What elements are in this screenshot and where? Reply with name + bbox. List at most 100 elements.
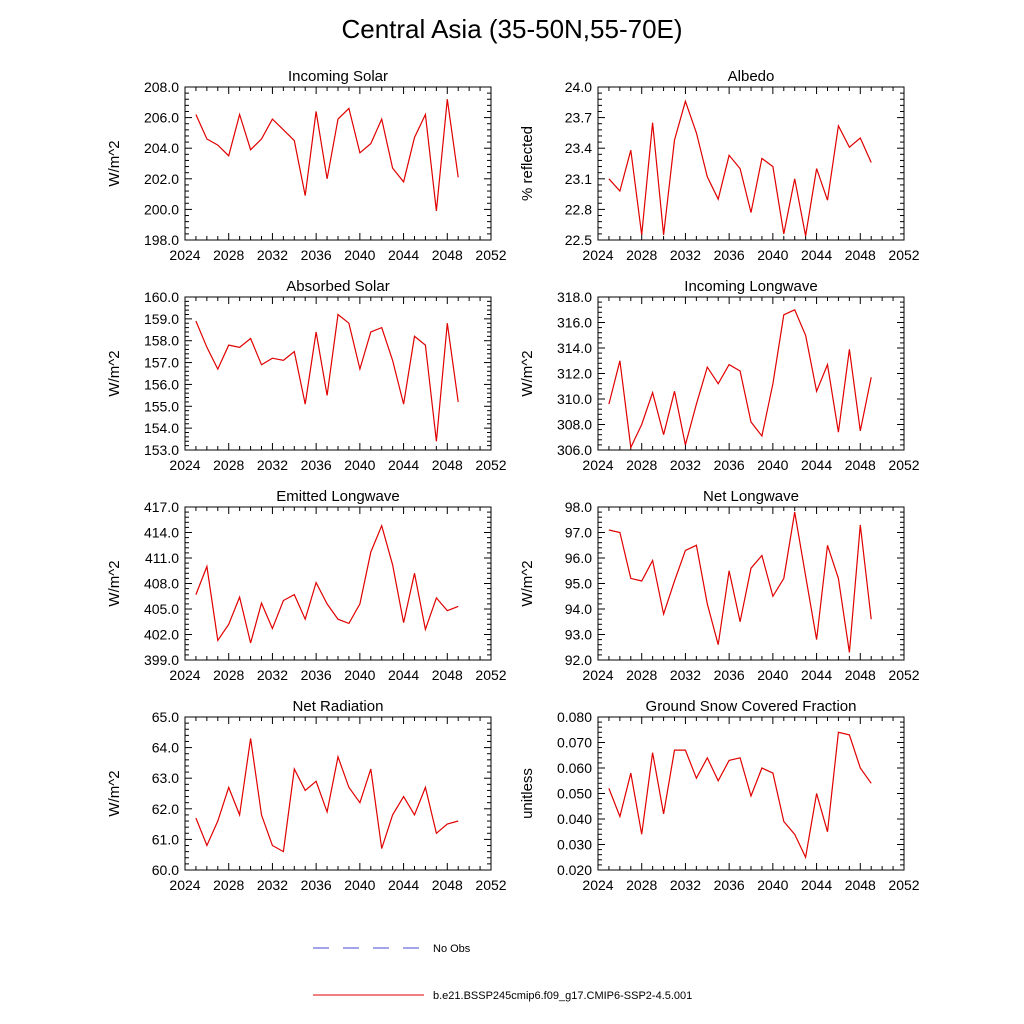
x-tick-label: 2044 — [388, 247, 419, 263]
x-tick-label: 2032 — [670, 247, 701, 263]
series-line — [608, 308, 872, 450]
x-tick-label: 2028 — [626, 457, 657, 473]
y-axis-label: W/m^2 — [106, 560, 123, 606]
y-tick-label: 155.0 — [144, 398, 179, 414]
y-tick-label: 60.0 — [152, 862, 179, 878]
y-tick-label: 202.0 — [144, 171, 179, 187]
y-axis-label: W/m^2 — [106, 350, 123, 396]
y-tick-label: 0.060 — [557, 760, 592, 776]
x-tick-label: 2048 — [845, 667, 876, 683]
x-tick-label: 2036 — [714, 247, 745, 263]
x-tick-label: 2048 — [432, 667, 463, 683]
y-axis-label: W/m^2 — [106, 140, 123, 186]
y-tick-label: 312.0 — [557, 366, 592, 382]
x-tick-label: 2024 — [582, 457, 613, 473]
y-tick-label: 414.0 — [144, 525, 179, 541]
y-tick-label: 200.0 — [144, 201, 179, 217]
y-tick-label: 408.0 — [144, 576, 179, 592]
y-tick-label: 93.0 — [565, 627, 592, 643]
series-line — [195, 313, 459, 442]
page-title: Central Asia (35-50N,55-70E) — [341, 14, 683, 44]
y-tick-label: 98.0 — [565, 499, 592, 515]
x-tick-label: 2044 — [801, 457, 832, 473]
y-tick-label: 0.020 — [557, 862, 592, 878]
x-tick-label: 2040 — [344, 457, 375, 473]
y-axis-label: % reflected — [519, 126, 536, 201]
y-tick-label: 92.0 — [565, 652, 592, 668]
x-tick-label: 2024 — [169, 877, 200, 893]
x-tick-label: 2048 — [845, 457, 876, 473]
y-tick-label: 399.0 — [144, 652, 179, 668]
series-line — [608, 731, 872, 860]
x-tick-label: 2048 — [432, 247, 463, 263]
x-tick-label: 2052 — [475, 457, 506, 473]
x-tick-label: 2044 — [388, 877, 419, 893]
y-tick-label: 61.0 — [152, 831, 179, 847]
y-tick-label: 316.0 — [557, 315, 592, 331]
x-tick-label: 2024 — [169, 247, 200, 263]
y-tick-label: 97.0 — [565, 525, 592, 541]
x-tick-label: 2044 — [388, 457, 419, 473]
plot-frame — [597, 506, 905, 661]
y-tick-label: 154.0 — [144, 420, 179, 436]
y-tick-label: 24.0 — [565, 79, 592, 95]
x-tick-label: 2036 — [714, 667, 745, 683]
x-tick-label: 2032 — [257, 667, 288, 683]
plot-frame — [597, 296, 905, 451]
panel-title: Incoming Solar — [288, 68, 388, 85]
x-tick-label: 2040 — [344, 247, 375, 263]
x-tick-label: 2028 — [626, 247, 657, 263]
panel-2: Albedo % reflected 2024 2028 2032 2036 2040 204… — [519, 68, 920, 263]
y-tick-label: 95.0 — [565, 576, 592, 592]
panel-4: Incoming Longwave W/m^2 2024 2028 2032 2036 20… — [519, 278, 920, 473]
y-tick-label: 308.0 — [557, 417, 592, 433]
x-tick-label: 2028 — [213, 247, 244, 263]
y-axis-label: unitless — [519, 768, 536, 819]
x-tick-label: 2032 — [257, 247, 288, 263]
y-tick-label: 204.0 — [144, 140, 179, 156]
x-tick-label: 2036 — [301, 247, 332, 263]
y-tick-label: 156.0 — [144, 376, 179, 392]
x-tick-label: 2052 — [888, 877, 919, 893]
x-tick-label: 2036 — [301, 667, 332, 683]
x-tick-label: 2048 — [432, 457, 463, 473]
y-tick-label: 22.5 — [565, 232, 592, 248]
x-tick-label: 2028 — [213, 667, 244, 683]
panel-8: Ground Snow Covered Fraction unitless 2024… — [519, 698, 920, 893]
x-tick-label: 2040 — [344, 877, 375, 893]
panel-6: Net Longwave W/m^2 2024 2028 2032 2036 2040 204… — [519, 488, 920, 683]
y-tick-label: 402.0 — [144, 627, 179, 643]
x-tick-label: 2052 — [475, 247, 506, 263]
x-tick-label: 2052 — [888, 667, 919, 683]
x-tick-label: 2028 — [213, 457, 244, 473]
y-tick-label: 0.030 — [557, 837, 592, 853]
y-tick-label: 306.0 — [557, 442, 592, 458]
x-tick-label: 2036 — [714, 457, 745, 473]
legend-label-model: b.e21.BSSP245cmip6.f09_g17.CMIP6-SSP2-4.… — [433, 990, 692, 1002]
series-line — [195, 738, 459, 853]
y-tick-label: 23.4 — [565, 140, 592, 156]
x-tick-label: 2044 — [801, 877, 832, 893]
x-tick-label: 2040 — [757, 247, 788, 263]
y-tick-label: 23.7 — [565, 110, 592, 126]
panel-title: Absorbed Solar — [286, 278, 389, 295]
panel-3: Absorbed Solar W/m^2 2024 2028 2032 2036 2040 2… — [106, 278, 507, 473]
panel-title: Net Longwave — [703, 488, 799, 505]
plot-frame — [184, 506, 492, 661]
panel-title: Ground Snow Covered Fraction — [646, 698, 857, 715]
x-tick-label: 2028 — [213, 877, 244, 893]
series-line — [608, 511, 872, 653]
y-tick-label: 159.0 — [144, 311, 179, 327]
x-tick-label: 2040 — [757, 667, 788, 683]
x-tick-label: 2024 — [169, 667, 200, 683]
x-tick-label: 2036 — [714, 877, 745, 893]
y-tick-label: 208.0 — [144, 79, 179, 95]
x-tick-label: 2024 — [169, 457, 200, 473]
x-tick-label: 2048 — [845, 247, 876, 263]
panel-5: Emitted Longwave W/m^2 2024 2028 2032 2036 204… — [106, 488, 507, 683]
series-line — [195, 523, 459, 644]
y-tick-label: 0.080 — [557, 709, 592, 725]
y-tick-label: 314.0 — [557, 340, 592, 356]
panel-title: Net Radiation — [293, 698, 384, 715]
x-tick-label: 2028 — [626, 877, 657, 893]
